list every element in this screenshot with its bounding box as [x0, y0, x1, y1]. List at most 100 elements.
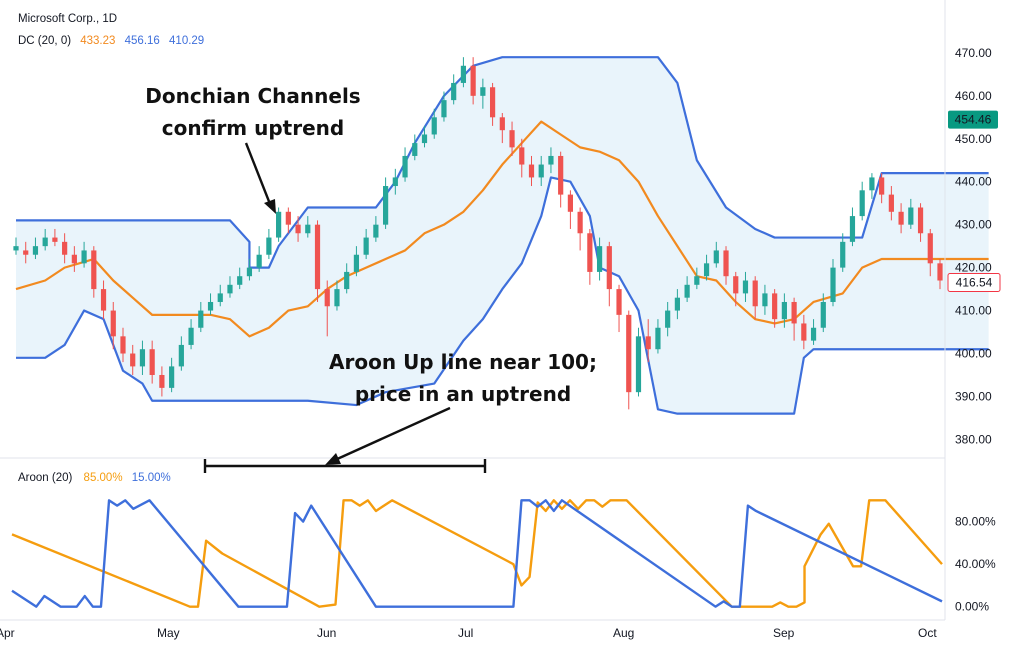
- candle: [431, 108, 437, 139]
- candle: [567, 190, 573, 229]
- candle: [324, 280, 330, 337]
- candle: [898, 203, 904, 234]
- candle: [23, 241, 29, 264]
- annotation-arrow-donchian: [244, 142, 276, 214]
- annotation-aroon-line2: price in an uptrend: [355, 382, 571, 406]
- candle: [412, 134, 418, 161]
- aroon-y-tick-label: 0.00%: [955, 600, 989, 614]
- candle: [587, 228, 593, 285]
- candle: [383, 177, 389, 229]
- indicator-legend: DC (20, 0) 433.23 456.16 410.29: [18, 35, 204, 47]
- aroon-legend: Aroon (20) 85.00% 15.00%: [18, 472, 171, 484]
- candle: [742, 271, 749, 302]
- candle: [596, 237, 603, 281]
- aroon-title: Aroon (20): [18, 472, 73, 484]
- candle: [392, 168, 398, 195]
- donchian-lower-line: [16, 176, 989, 415]
- candle: [616, 284, 622, 333]
- x-tick-label: Oct: [918, 626, 937, 640]
- candle: [421, 125, 428, 148]
- candle: [139, 340, 146, 375]
- candle: [635, 327, 642, 397]
- candle: [908, 198, 914, 229]
- aroon-down-value: 15.00%: [132, 472, 171, 484]
- candle: [91, 246, 97, 298]
- candle: [198, 301, 204, 333]
- y-tick-label: 420.00: [955, 261, 992, 275]
- candles: [13, 57, 943, 410]
- candle: [830, 259, 836, 307]
- candle: [276, 207, 282, 242]
- candle: [917, 203, 924, 242]
- dc-middle-value: 433.23: [80, 35, 115, 47]
- aroon-down-line: [11, 499, 943, 608]
- candle: [645, 319, 651, 363]
- candle: [305, 216, 311, 238]
- y-tick-label: 390.00: [955, 389, 992, 403]
- candle: [558, 151, 564, 208]
- candle: [499, 113, 505, 144]
- candle: [538, 155, 544, 187]
- y-tick-label: 410.00: [955, 304, 992, 318]
- candle: [879, 173, 885, 204]
- candle: [762, 284, 768, 315]
- candle: [188, 319, 194, 350]
- chart-title: Microsoft Corp., 1D: [18, 13, 117, 25]
- annotation-arrow-aroon: [325, 406, 451, 465]
- candle: [285, 207, 291, 234]
- candle: [363, 228, 369, 260]
- candle: [577, 207, 583, 251]
- x-tick-label: Aug: [613, 626, 634, 640]
- candle: [859, 181, 865, 221]
- candle: [100, 280, 107, 320]
- candle: [772, 289, 778, 328]
- candle: [344, 263, 350, 294]
- candle: [791, 297, 797, 341]
- candle: [169, 357, 175, 393]
- y-tick-label: 440.00: [955, 175, 992, 189]
- candle: [849, 207, 856, 247]
- candle: [266, 228, 272, 260]
- candle: [71, 246, 77, 272]
- donchian-fill: [16, 57, 989, 414]
- y-tick-label: 380.00: [955, 432, 992, 446]
- candle: [120, 327, 126, 363]
- candle: [256, 246, 262, 272]
- donchian-middle-line: [15, 120, 989, 338]
- donchian-fill-area: [16, 57, 989, 414]
- svg-text:454.46: 454.46: [955, 113, 992, 127]
- aroon-up-line: [11, 499, 943, 608]
- candle: [528, 155, 535, 187]
- candle: [548, 147, 554, 174]
- candle: [801, 314, 807, 350]
- candle: [52, 228, 58, 247]
- candle: [353, 246, 360, 277]
- candle: [32, 237, 39, 260]
- candle: [713, 241, 719, 268]
- annotation-range-bracket: [203, 459, 487, 473]
- dc-upper-value: 456.16: [125, 35, 160, 47]
- candle: [820, 293, 826, 333]
- aroon-y-tick-label: 80.00%: [955, 515, 996, 529]
- candle: [509, 121, 515, 156]
- x-tick-label: Sep: [773, 626, 795, 640]
- candle: [665, 301, 671, 337]
- x-tick-label: Jun: [317, 626, 336, 640]
- aroon-lines: [11, 499, 943, 608]
- candle: [237, 267, 243, 290]
- candle: [62, 233, 68, 264]
- candle: [888, 186, 894, 221]
- y-tick-label: 450.00: [955, 132, 992, 146]
- y-tick-label: 470.00: [955, 46, 992, 60]
- svg-text:416.54: 416.54: [956, 275, 993, 289]
- candle: [927, 228, 933, 277]
- candle: [674, 289, 680, 320]
- annotation-donchian-line1: Donchian Channels: [145, 84, 360, 108]
- candle: [227, 276, 233, 298]
- candle: [810, 319, 817, 345]
- candle: [42, 228, 48, 251]
- price-badge: 416.54: [947, 272, 1001, 292]
- candle: [460, 57, 467, 88]
- y-tick-label: 460.00: [955, 89, 992, 103]
